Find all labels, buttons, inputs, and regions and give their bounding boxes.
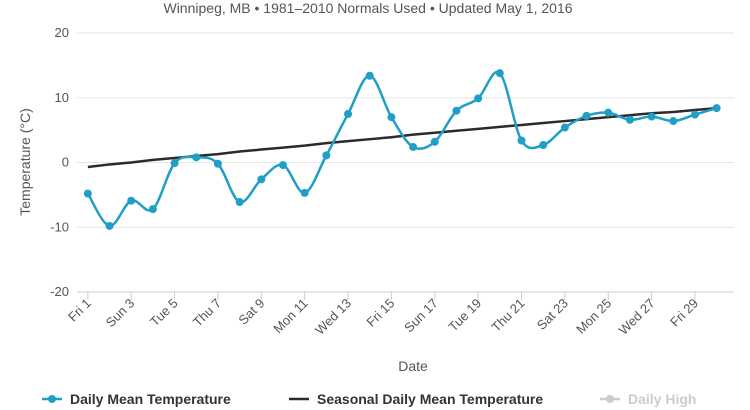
data-point[interactable] — [625, 115, 634, 124]
data-point[interactable] — [83, 189, 92, 198]
data-point[interactable] — [365, 71, 374, 80]
legend-label: Seasonal Daily Mean Temperature — [317, 391, 543, 407]
y-tick-label: 10 — [55, 90, 69, 105]
chart-subtitle: Winnipeg, MB • 1981–2010 Normals Used • … — [163, 0, 572, 16]
x-tick-label: Fri 15 — [363, 296, 397, 330]
y-tick-label: -20 — [50, 284, 69, 299]
x-tick-label: Mon 25 — [573, 296, 614, 337]
legend-item[interactable]: Daily High — [600, 391, 696, 407]
data-point[interactable] — [560, 123, 569, 132]
y-tick-label: -10 — [50, 219, 69, 234]
data-point[interactable] — [300, 188, 309, 197]
x-tick-label: Sat 23 — [534, 296, 571, 333]
x-tick-label: Tue 5 — [147, 296, 181, 330]
legend: Daily Mean Temperature Seasonal Daily Mea… — [42, 391, 696, 407]
x-tick-label: Sun 17 — [401, 296, 441, 336]
data-point[interactable] — [604, 108, 613, 117]
series-daily-mean-temperature — [83, 69, 721, 230]
y-tick-label: 20 — [55, 25, 69, 40]
data-point[interactable] — [517, 136, 526, 145]
legend-label: Daily Mean Temperature — [70, 391, 231, 407]
data-point[interactable] — [344, 109, 353, 118]
data-point[interactable] — [474, 94, 483, 103]
data-point[interactable] — [409, 142, 418, 151]
data-point[interactable] — [669, 117, 678, 126]
x-tick-label: Thu 7 — [190, 296, 224, 330]
y-axis-title: Temperature (°C) — [17, 108, 33, 216]
data-point[interactable] — [647, 112, 656, 121]
data-point[interactable] — [127, 196, 136, 205]
data-point[interactable] — [192, 153, 201, 162]
data-point[interactable] — [690, 110, 699, 119]
x-axis-title: Date — [398, 358, 428, 374]
legend-label: Daily High — [628, 391, 696, 407]
data-point[interactable] — [105, 221, 114, 230]
legend-marker-swatch — [48, 395, 56, 403]
data-point[interactable] — [430, 137, 439, 146]
data-point[interactable] — [495, 69, 504, 78]
data-point[interactable] — [148, 205, 157, 214]
data-point[interactable] — [170, 159, 179, 168]
x-tick-label: Fri 1 — [65, 296, 94, 325]
data-point[interactable] — [257, 175, 266, 184]
data-point[interactable] — [712, 104, 721, 113]
x-tick-label: Tue 19 — [445, 296, 484, 335]
series-layer — [83, 69, 721, 230]
data-point[interactable] — [539, 141, 548, 150]
x-tick-label: Wed 27 — [616, 296, 658, 338]
data-point[interactable] — [278, 161, 287, 170]
x-tick-label: Fri 29 — [667, 296, 701, 330]
legend-marker-swatch — [606, 395, 614, 403]
data-point[interactable] — [387, 113, 396, 122]
x-tick-label: Mon 11 — [270, 296, 311, 337]
y-tick-label: 0 — [62, 155, 69, 170]
series-line — [86, 70, 718, 228]
data-point[interactable] — [235, 197, 244, 206]
legend-item[interactable]: Daily Mean Temperature — [42, 391, 231, 407]
x-tick-label: Thu 21 — [488, 296, 527, 335]
data-point[interactable] — [452, 106, 461, 115]
data-point[interactable] — [213, 159, 222, 168]
data-point[interactable] — [322, 151, 331, 160]
data-point[interactable] — [582, 111, 591, 120]
x-tick-label: Wed 13 — [312, 296, 354, 338]
x-tick-label: Sun 3 — [103, 296, 138, 331]
legend-item[interactable]: Seasonal Daily Mean Temperature — [289, 391, 543, 407]
x-tick-label: Sat 9 — [235, 296, 267, 328]
